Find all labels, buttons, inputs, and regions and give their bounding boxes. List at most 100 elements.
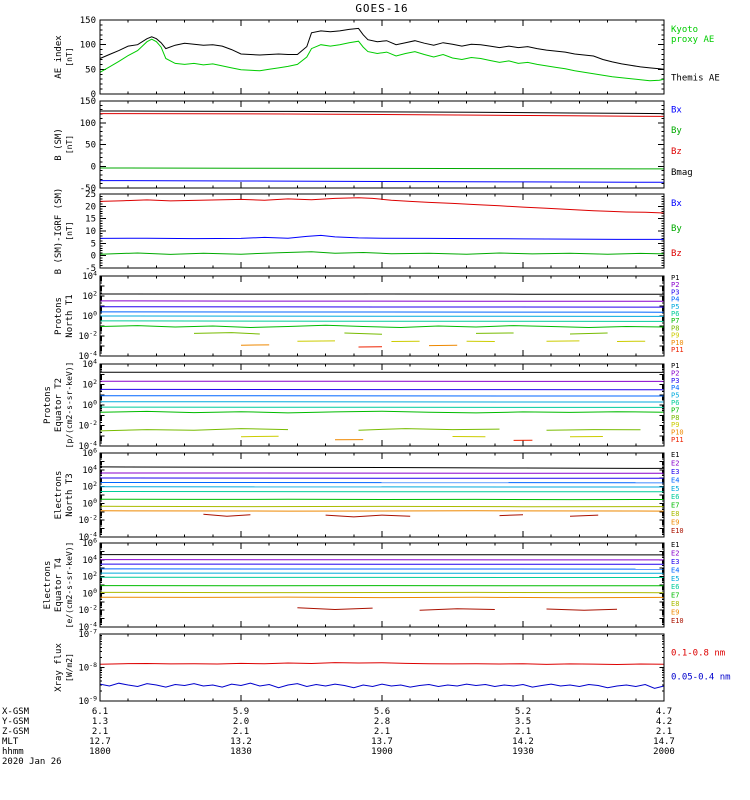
footer-value: 4.7 xyxy=(656,707,672,717)
series-0.1-0.8-nm xyxy=(99,662,665,666)
y-tick-label: 0 xyxy=(91,252,96,262)
y-axis-label: [p/(cm2-s-sr-keV)] xyxy=(65,362,74,449)
footer-value: 1900 xyxy=(371,747,393,757)
y-axis-label: Equator T4 xyxy=(54,558,64,612)
legend-label: P6 xyxy=(671,310,679,318)
y-tick-label: 0 xyxy=(91,90,96,100)
footer-row-label: MLT xyxy=(2,737,19,747)
y-tick-label: 100 xyxy=(80,119,96,129)
legend-label: Bz xyxy=(671,147,682,157)
y-tick-label: 106 xyxy=(82,447,97,460)
y-tick-label: 10 xyxy=(85,227,96,237)
footer-value: 2.8 xyxy=(374,717,390,727)
footer-date: 2020 Jan 26 xyxy=(2,757,62,767)
footer-value: 3.5 xyxy=(515,717,531,727)
series-E9 xyxy=(99,596,665,599)
y-tick-label: -5 xyxy=(85,264,96,274)
footer-value: 6.1 xyxy=(92,707,108,717)
y-axis-label: Electrons xyxy=(43,561,53,610)
legend-label: 0.05-0.4 nm xyxy=(671,673,731,683)
y-tick-label: 150 xyxy=(80,97,96,107)
legend-label: E3 xyxy=(671,558,679,566)
series-E10 xyxy=(546,608,618,611)
footer-row-label: X-GSM xyxy=(2,707,30,717)
series-E10 xyxy=(203,513,251,517)
legend-label: Themis AE xyxy=(671,74,720,84)
y-tick-label: 10-2 xyxy=(78,514,97,527)
legend-label: E9 xyxy=(671,518,679,526)
legend-label: By xyxy=(671,126,682,136)
legend-label: P8 xyxy=(671,414,679,422)
y-tick-label: 0 xyxy=(91,162,96,172)
series-Bx xyxy=(99,180,665,183)
footer-value: 2.0 xyxy=(233,717,249,727)
y-tick-label: 106 xyxy=(82,537,97,550)
panel-frame xyxy=(99,542,665,628)
footer-value: 1930 xyxy=(512,747,534,757)
legend-label: E8 xyxy=(671,600,679,608)
y-axis-label: North T1 xyxy=(65,294,75,337)
y-tick-label: 50 xyxy=(85,141,96,151)
footer-value: 14.7 xyxy=(653,737,675,747)
legend-label: P8 xyxy=(671,324,679,332)
footer-value: 2.1 xyxy=(515,727,531,737)
legend-label: E4 xyxy=(671,476,679,484)
series-P7 xyxy=(99,410,665,414)
series-E1 xyxy=(99,466,665,469)
series-P8 xyxy=(99,428,289,432)
series-E10 xyxy=(499,514,524,517)
legend-label: P5 xyxy=(671,303,679,311)
legend-label: P10 xyxy=(671,339,684,347)
legend-label: P4 xyxy=(671,296,679,304)
footer-value: 2.1 xyxy=(92,727,108,737)
legend-label: E6 xyxy=(671,493,679,501)
y-tick-label: 104 xyxy=(82,358,97,371)
series-E10 xyxy=(419,608,495,611)
y-tick-label: 10-2 xyxy=(78,330,97,343)
plot-title: GOES-16 xyxy=(355,2,409,15)
legend-label: E10 xyxy=(671,527,684,535)
y-tick-label: 20 xyxy=(85,202,96,212)
footer-value: 1.3 xyxy=(92,717,108,727)
y-tick-label: 50 xyxy=(85,65,96,75)
legend-label: P9 xyxy=(671,421,679,429)
y-axis-label: Equator T2 xyxy=(54,378,64,432)
legend-label: P1 xyxy=(671,274,679,282)
legend-label: E6 xyxy=(671,583,679,591)
panel-frame xyxy=(99,275,665,357)
y-axis-label: [nT] xyxy=(65,47,74,66)
legend-label: Bz xyxy=(671,249,682,259)
series-Bz xyxy=(99,197,665,214)
legend-label: P11 xyxy=(671,346,684,354)
legend-label: E1 xyxy=(671,541,679,549)
footer-value: 1830 xyxy=(230,747,252,757)
y-axis-label: [nT] xyxy=(65,221,74,240)
footer-value: 4.2 xyxy=(656,717,672,727)
legend-label: P7 xyxy=(671,406,679,414)
y-tick-label: 102 xyxy=(82,378,97,391)
legend-label: P9 xyxy=(671,332,679,340)
footer-value: 5.2 xyxy=(515,707,531,717)
footer-value: 2000 xyxy=(653,747,675,757)
y-axis-label: [W/m2] xyxy=(65,653,74,682)
series-P8 xyxy=(569,332,608,335)
y-axis-label: [nT] xyxy=(65,135,74,154)
series-Bx xyxy=(99,234,664,240)
legend-label: E2 xyxy=(671,550,679,558)
footer-value: 5.9 xyxy=(233,707,249,717)
y-axis-label: Electrons xyxy=(54,471,64,520)
y-tick-label: 10-8 xyxy=(78,661,97,674)
legend-label: P5 xyxy=(671,392,679,400)
footer-value: 14.2 xyxy=(512,737,534,747)
y-tick-label: 100 xyxy=(82,497,97,510)
series-By xyxy=(99,167,665,170)
series-E10 xyxy=(569,514,599,517)
y-tick-label: -50 xyxy=(80,184,96,194)
